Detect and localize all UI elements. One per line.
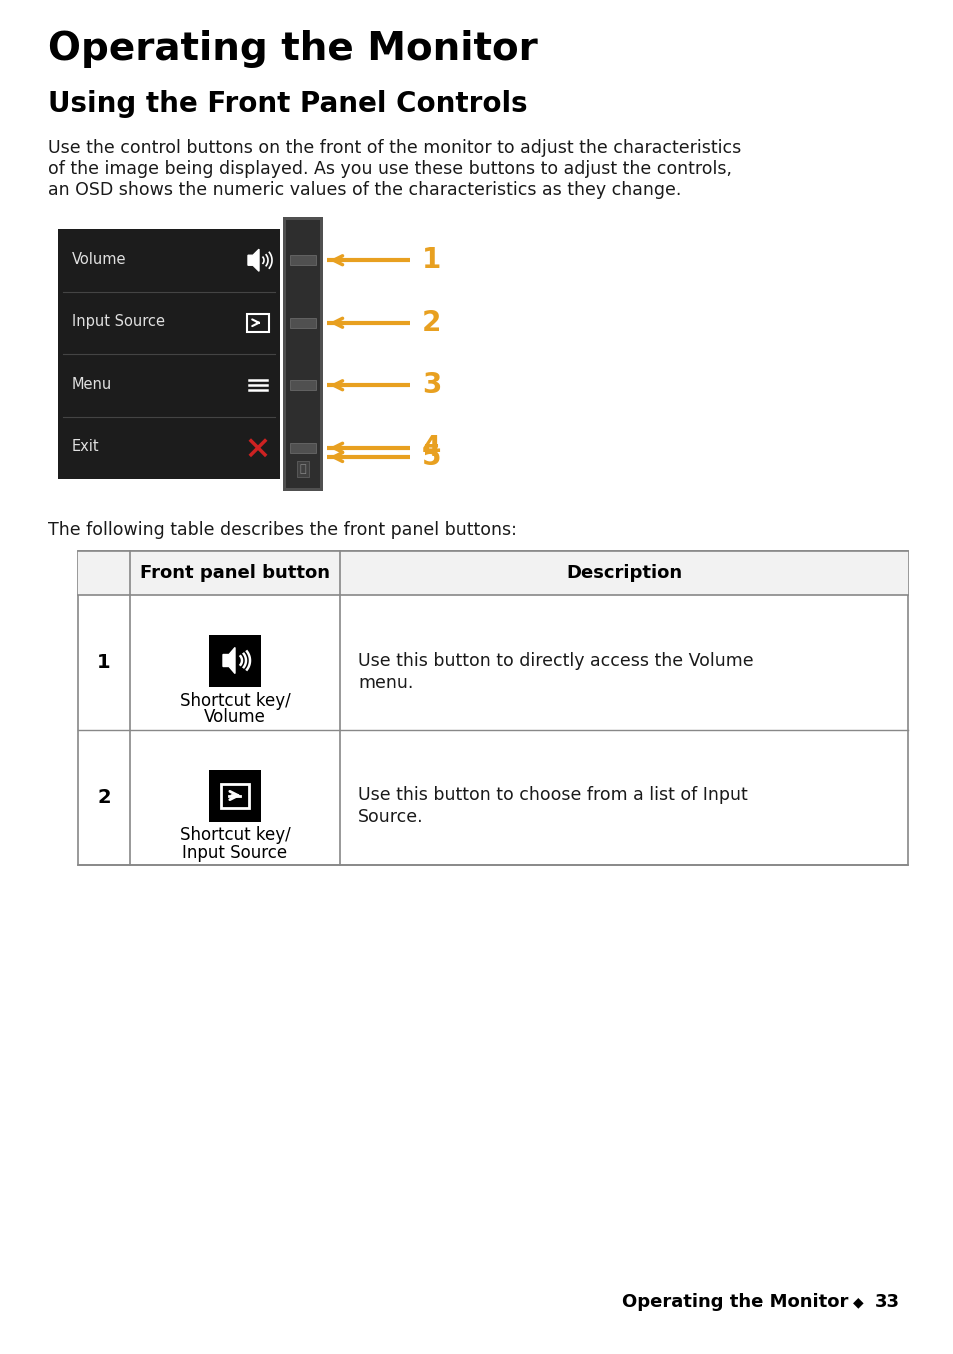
Text: 1: 1 [421, 246, 441, 275]
Bar [78, 551, 907, 594]
Text: Use this button to choose from a list of Input: Use this button to choose from a list of… [357, 787, 747, 804]
Bar [283, 217, 323, 492]
Text: Input Source: Input Source [182, 844, 287, 861]
Polygon shape [248, 249, 258, 271]
Text: Use the control buttons on the front of the monitor to adjust the characteristic: Use the control buttons on the front of … [48, 139, 740, 157]
Text: Using the Front Panel Controls: Using the Front Panel Controls [48, 89, 527, 118]
Bar [290, 443, 315, 452]
Bar [290, 380, 315, 390]
Text: Volume: Volume [71, 252, 127, 267]
Text: 3: 3 [421, 371, 441, 399]
Text: 5: 5 [421, 443, 441, 471]
Bar [296, 460, 309, 477]
Bar [247, 314, 269, 332]
Text: Description: Description [565, 565, 681, 582]
Text: an OSD shows the numeric values of the characteristics as they change.: an OSD shows the numeric values of the c… [48, 181, 680, 199]
Polygon shape [223, 647, 234, 673]
Bar [286, 219, 319, 487]
Text: Front panel button: Front panel button [140, 565, 330, 582]
Text: Menu: Menu [71, 376, 112, 391]
Bar [58, 229, 280, 479]
Text: Volume: Volume [204, 708, 266, 727]
Text: ◆: ◆ [852, 1294, 862, 1309]
Text: 2: 2 [97, 788, 111, 807]
Text: Use this button to directly access the Volume: Use this button to directly access the V… [357, 651, 753, 669]
Text: Shortcut key/: Shortcut key/ [179, 826, 290, 845]
Text: Operating the Monitor: Operating the Monitor [621, 1293, 847, 1311]
Bar [78, 551, 907, 865]
Bar [290, 318, 315, 328]
Bar [209, 769, 261, 822]
Text: The following table describes the front panel buttons:: The following table describes the front … [48, 521, 517, 539]
Text: Source.: Source. [357, 808, 423, 826]
Bar [290, 256, 315, 265]
Text: 33: 33 [874, 1293, 899, 1311]
Text: 4: 4 [421, 433, 441, 462]
Text: Input Source: Input Source [71, 314, 165, 329]
Text: Shortcut key/: Shortcut key/ [179, 692, 290, 709]
Text: 1: 1 [97, 653, 111, 672]
Text: of the image being displayed. As you use these buttons to adjust the controls,: of the image being displayed. As you use… [48, 160, 731, 177]
Text: 2: 2 [421, 309, 441, 337]
Bar [209, 635, 261, 686]
Text: Operating the Monitor: Operating the Monitor [48, 30, 537, 68]
Text: ⏻: ⏻ [299, 464, 306, 474]
Bar [221, 784, 249, 807]
Text: Exit: Exit [71, 439, 99, 454]
Text: menu.: menu. [357, 673, 413, 692]
